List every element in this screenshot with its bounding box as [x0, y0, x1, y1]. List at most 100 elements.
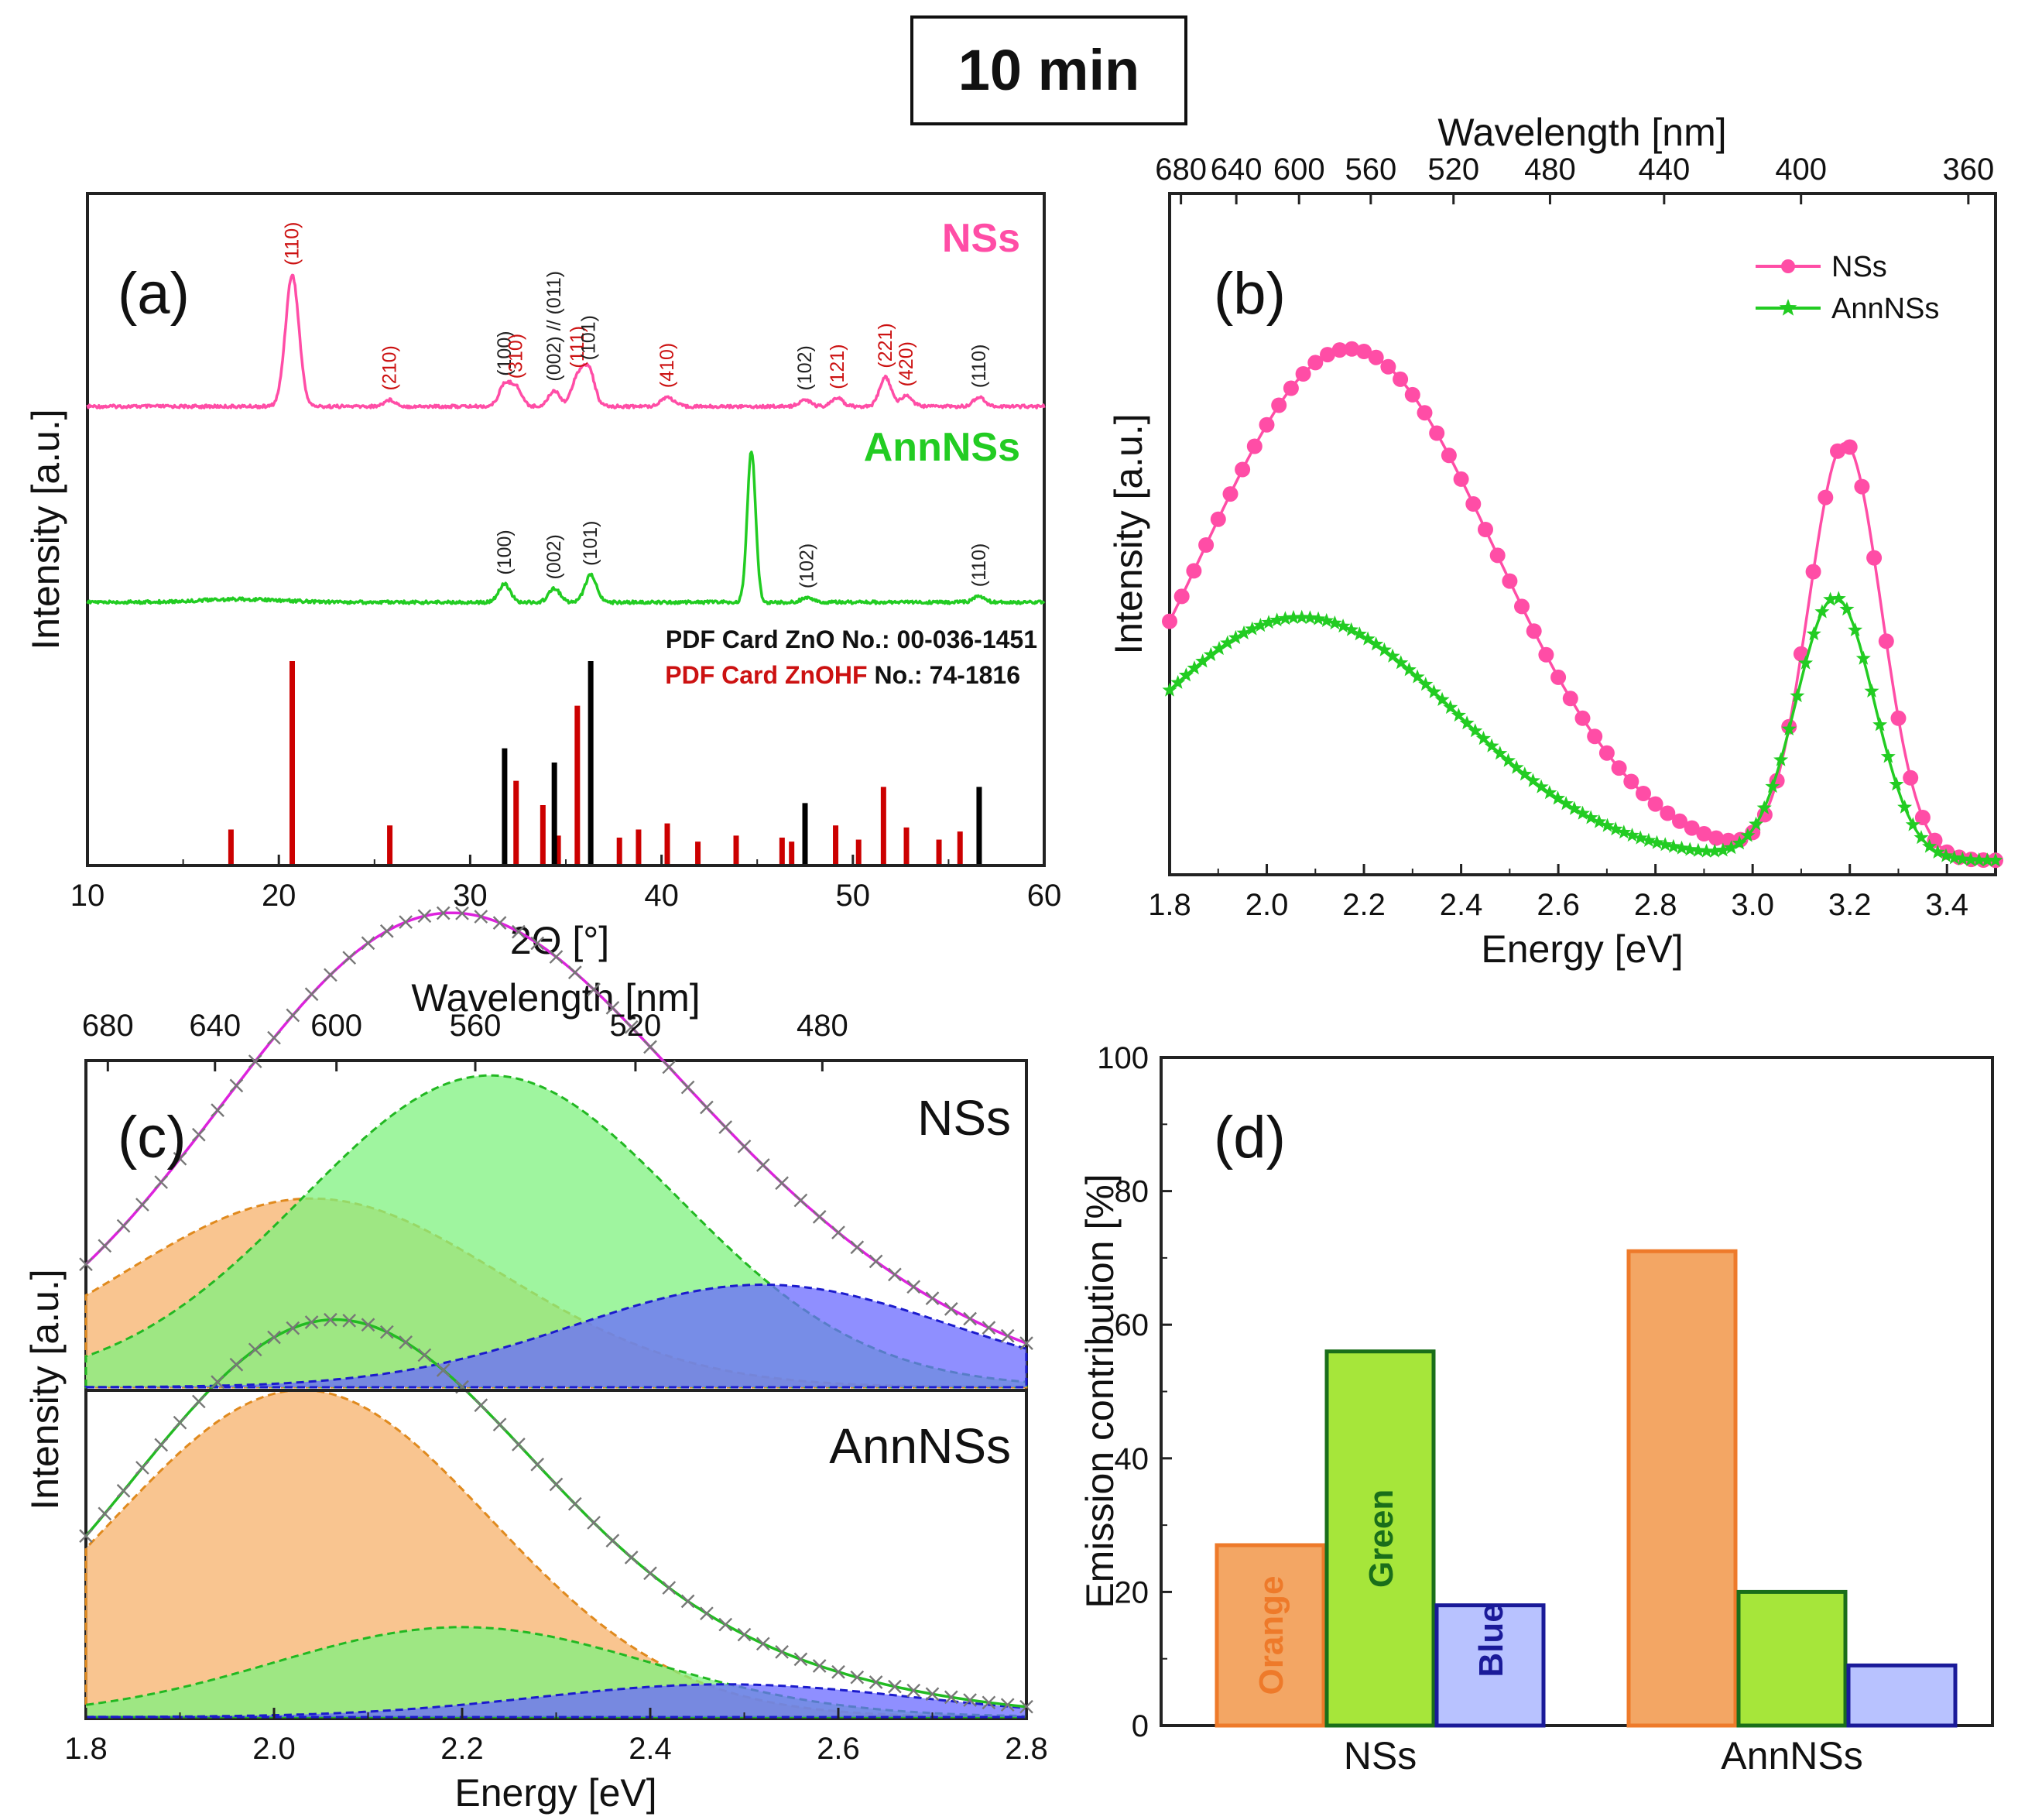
panel-b-top-tick-label: 440 [1638, 153, 1690, 187]
panel-b-annnss-marker [1880, 749, 1896, 763]
panel-a-miller-index-label: (102) [794, 345, 816, 390]
panel-b-annnss-marker [1533, 779, 1549, 793]
panel-b-top-tick-label: 400 [1775, 153, 1827, 187]
panel-b-annnss-marker [1228, 629, 1243, 644]
panel-c-nss-data-point [888, 1267, 902, 1282]
panel-b-annnss-marker [1203, 646, 1218, 661]
panel-c-nss-data-point [925, 1291, 940, 1305]
panel-b-annnss-marker [1608, 821, 1623, 836]
panel-b-annnss-marker [1979, 852, 1995, 867]
panel-b-annnss-marker [1765, 779, 1780, 793]
panel-b-annnss-marker [1823, 591, 1838, 606]
panel-c-label: (c) [118, 1105, 187, 1170]
panel-c-annnss-data-point [624, 1551, 639, 1565]
panel-b-annnss-marker [1393, 655, 1409, 670]
panel-b-nss-marker [1574, 710, 1591, 726]
panel-a-miller-index-label: (002) [543, 534, 565, 579]
panel-c-x-tick-label: 2.6 [817, 1732, 860, 1766]
panel-b-annnss-marker [1517, 766, 1533, 781]
panel-a-miller-index-label: (110) [282, 221, 303, 266]
figure-title-box [910, 15, 1187, 125]
panel-b-annnss-marker [1955, 851, 1970, 865]
panel-c-nss-data-point [831, 1225, 845, 1239]
panel-c-annnss-data-point [361, 1318, 375, 1332]
panel-b-pl-spectra: (b) Wavelength [nm] Energy [eV] Intensit… [1107, 111, 2003, 971]
panel-c-annnss-data-point [662, 1581, 677, 1595]
panel-c-top-tick-label: 640 [189, 1009, 241, 1043]
panel-b-annnss-marker [1938, 848, 1954, 862]
panel-b-nss-marker [1684, 820, 1700, 836]
panel-b-nss-marker [1696, 826, 1712, 841]
panel-b-nss-marker [1866, 550, 1883, 566]
panel-c-annnss-data-point [850, 1670, 865, 1685]
panel-b-annnss-marker [1302, 610, 1317, 625]
panel-b-annnss-marker [1195, 653, 1211, 668]
panel-c-x-tick-label: 2.8 [1005, 1732, 1048, 1766]
panel-b-nss-marker [1162, 613, 1177, 629]
panel-b-nss-marker [1380, 358, 1396, 375]
panel-b-nss-marker [1611, 760, 1627, 776]
panel-c-annnss-data-point [173, 1415, 187, 1430]
panel-c-annnss-data-point [79, 1529, 93, 1543]
panel-b-annnss-marker [1650, 835, 1664, 849]
panel-b-label: (b) [1214, 261, 1286, 327]
panel-a-miller-index-label: (420) [896, 341, 917, 386]
panel-b-nss-marker [1660, 805, 1676, 821]
panel-b-nss-marker [1344, 341, 1360, 357]
panel-c-nss-data-point [116, 1218, 131, 1233]
panel-b-top-axis-title: Wavelength [nm] [1437, 111, 1726, 154]
panel-c-annnss-data-point [605, 1534, 620, 1548]
panel-b-nss-marker [1246, 438, 1263, 454]
panel-b-nss-marker [1708, 830, 1725, 846]
panel-b-nss-marker [1271, 397, 1287, 413]
panel-a-x-tick-label: 50 [836, 879, 871, 913]
panel-b-nss-marker [1393, 371, 1409, 387]
panel-b-nss-marker [1173, 588, 1190, 605]
panel-b-annnss-marker [1327, 615, 1342, 630]
panel-a-plot-area [86, 192, 1046, 867]
panel-b-annnss-marker [1360, 631, 1376, 646]
panel-a-ref-zno-label: PDF Card ZnO No.: 00-036-1451 [666, 626, 1037, 653]
panel-a-ref-znohf-name: PDF Card ZnOHF [665, 661, 867, 689]
panel-b-nss-marker [1878, 633, 1894, 650]
panel-b-nss-marker [1295, 366, 1311, 382]
panel-c-nss-data-point [624, 1020, 639, 1034]
panel-a-miller-index-label: (221) [875, 323, 896, 368]
panel-a-label: (a) [118, 261, 190, 327]
panel-c-subplot-nss-label: NSs [917, 1090, 1011, 1146]
panel-a-xrd: (a) NSs AnnNSs PDF Card ZnO No.: 00-036-… [24, 192, 1061, 962]
panel-c-annnss-data-point [474, 1398, 488, 1413]
panel-c-nss-data-point [869, 1254, 883, 1269]
panel-c-nss-data-point [1000, 1328, 1015, 1343]
panel-b-nss-marker [1489, 547, 1506, 564]
panel-b-nss-marker [1647, 796, 1663, 812]
panel-a-miller-index-label: (410) [656, 343, 678, 388]
panel-b-annnss-marker [1773, 752, 1789, 766]
panel-b-annnss-marker [1905, 817, 1920, 831]
panel-c-nss-data-point [718, 1120, 733, 1134]
panel-b-annnss-marker [1170, 674, 1186, 689]
panel-b-x-tick-label: 2.4 [1440, 888, 1483, 922]
panel-b-annnss-marker [1575, 805, 1590, 820]
panel-b-annnss-marker [1501, 752, 1516, 767]
panel-b-nss-marker [1186, 563, 1202, 579]
panel-b-annnss-marker [1724, 840, 1739, 855]
panel-d-bar-orange-annnss [1626, 1249, 1738, 1728]
panel-b-annnss-marker [1277, 611, 1293, 626]
panel-a-ref-znohf-label: PDF Card ZnOHF No.: 74-1816 [665, 661, 1020, 689]
panel-c-annnss-data-point [906, 1683, 921, 1698]
panel-d-bar-label-orange: Orange [1252, 1575, 1290, 1695]
panel-b-annnss-marker [1426, 684, 1441, 698]
panel-d-y-tick-label: 80 [1115, 1175, 1149, 1209]
panel-c-top-tick-label: 520 [610, 1009, 662, 1043]
panel-d-bar-label-green: Green [1362, 1489, 1400, 1588]
panel-b-annnss-marker [1897, 799, 1913, 814]
panel-b-nss-marker [1429, 425, 1445, 441]
panel-c-annnss-data-point [304, 1315, 319, 1329]
panel-c-nss-data-point [906, 1280, 921, 1294]
panel-c-annnss-data-point [925, 1687, 940, 1702]
panel-d-bar-green-annnss [1736, 1589, 1848, 1728]
panel-b-annnss-marker [1930, 845, 1945, 859]
panel-b-annnss-marker [1657, 837, 1673, 852]
panel-c-annnss-data-point [587, 1516, 601, 1530]
